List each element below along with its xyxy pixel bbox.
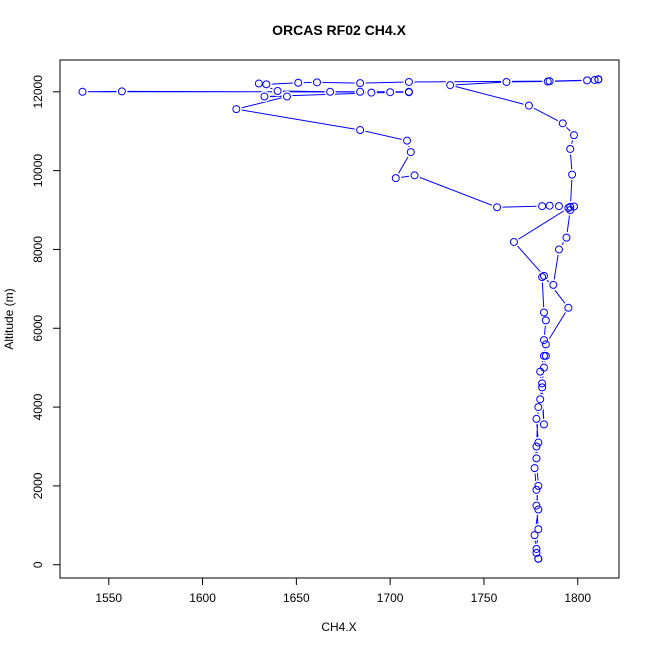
data-point [386,88,395,97]
data-line [82,78,599,559]
data-point [554,202,563,211]
data-point [539,420,548,429]
data-point [532,501,541,510]
plot-frame [59,59,620,579]
data-point [539,336,548,345]
data-point [558,119,567,128]
data-point [554,245,563,254]
data-point [594,75,603,84]
data-point [502,77,511,86]
data-point [538,379,547,388]
data-point [356,79,365,88]
y-tick-label: 12000 [31,75,45,109]
data-point [262,80,271,89]
data-point [562,233,571,242]
data-point [545,77,554,86]
y-tick-label: 0 [31,561,45,568]
data-point [539,351,548,360]
data-point [254,79,263,88]
data-point [534,403,543,412]
data-point [509,237,518,246]
data-point [326,87,335,96]
data-point [583,76,592,85]
data-point [541,340,550,349]
x-tick-label: 1650 [283,591,310,605]
data-point [532,442,541,451]
data-point [260,92,269,101]
data-point [538,273,547,282]
data-point [549,280,558,289]
y-axis-label: Altitude (m) [2,288,16,349]
data-point [294,78,303,87]
data-point [532,454,541,463]
data-point [78,87,87,96]
data-point [404,77,413,86]
data-point [282,92,291,101]
data-point [564,303,573,312]
data-point [566,144,575,153]
data-point [524,101,533,110]
x-axis-label: CH4.X [321,620,356,634]
data-point [532,548,541,557]
x-tick-label: 1750 [471,591,498,605]
data-point [530,464,539,473]
data-point [356,87,365,96]
y-tick-label: 4000 [31,393,45,420]
data-point [391,174,400,183]
data-point [569,202,578,211]
data-point [536,367,545,376]
y-tick-label: 2000 [31,472,45,499]
data-point [232,105,241,114]
data-point [273,87,282,96]
data-point [356,126,365,135]
data-point [532,544,541,553]
data-point [534,554,543,563]
x-tick-label: 1600 [189,591,216,605]
data-point [410,171,419,180]
data-point [403,136,412,145]
data-point [539,308,548,317]
data-point [534,481,543,490]
data-point [534,525,543,534]
data-point [446,81,455,90]
data-point [312,78,321,87]
x-tick-label: 1800 [564,591,591,605]
data-point [493,203,502,212]
data-point [590,75,599,84]
data-point [539,271,548,280]
data-point [534,505,543,514]
x-tick-label: 1700 [377,591,404,605]
y-tick-label: 10000 [31,154,45,188]
data-point [569,131,578,140]
data-point [538,202,547,211]
data-point [532,414,541,423]
data-point [532,485,541,494]
data-point [117,87,126,96]
x-tick-label: 1550 [95,591,122,605]
data-point [534,438,543,447]
data-point [568,170,577,179]
data-point [538,383,547,392]
data-point [367,88,376,97]
data-point [564,204,573,213]
y-tick-label: 8000 [31,236,45,263]
data-point [545,201,554,210]
data-point [406,148,415,157]
data-point [404,87,413,96]
data-point [536,395,545,404]
data-point [530,531,539,540]
chart-title: ORCAS RF02 CH4.X [272,22,406,38]
data-point [566,202,575,211]
data-point [541,316,550,325]
y-tick-label: 6000 [31,315,45,342]
